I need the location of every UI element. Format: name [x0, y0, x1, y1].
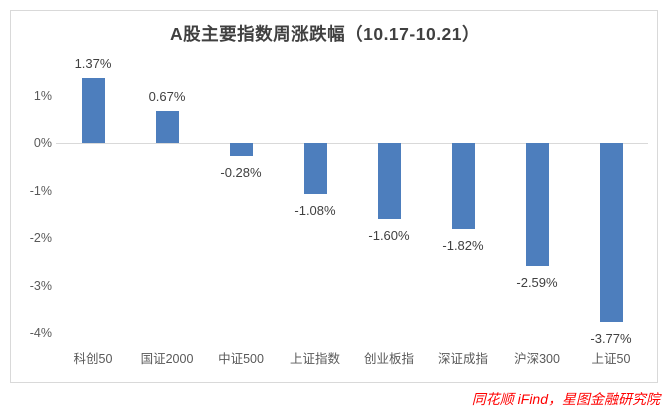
- category-label: 上证50: [591, 352, 631, 366]
- y-tick-label: 1%: [33, 88, 52, 103]
- bar: [229, 143, 253, 157]
- value-label: 1.37%: [74, 55, 112, 71]
- y-tick-label: -1%: [29, 183, 52, 198]
- value-label: -1.60%: [368, 228, 410, 243]
- category-label: 科创50: [73, 352, 113, 366]
- value-label: -3.77%: [590, 331, 632, 347]
- y-tick-label: -2%: [29, 231, 52, 245]
- value-label: -1.82%: [442, 238, 484, 254]
- value-label: -0.28%: [220, 165, 262, 181]
- bar: [303, 143, 327, 195]
- bar: [451, 143, 475, 230]
- y-tick-label: -3%: [29, 278, 52, 293]
- value-label: 0.67%: [148, 89, 186, 105]
- y-tick-label: -4%: [29, 326, 52, 340]
- category-label: 深证成指: [437, 352, 488, 366]
- zero-axis-line: [56, 143, 648, 144]
- value-label: -2.59%: [516, 275, 558, 291]
- bar: [155, 111, 179, 143]
- value-label: -1.08%: [294, 203, 336, 219]
- bar: [377, 143, 401, 219]
- category-label: 国证2000: [140, 352, 194, 366]
- chart-frame: [10, 10, 658, 383]
- category-label: 创业板指: [363, 352, 414, 366]
- category-label: 中证500: [218, 352, 264, 366]
- bar: [599, 143, 623, 323]
- chart-title: A股主要指数周涨跌幅（10.17-10.21）: [169, 24, 481, 44]
- category-label: 沪深300: [514, 352, 560, 366]
- source-attribution: 同花顺 iFind，星图金融研究院: [471, 391, 660, 407]
- bar: [525, 143, 549, 267]
- y-tick-label: 0%: [33, 136, 52, 150]
- bar: [81, 77, 105, 143]
- category-label: 上证指数: [289, 352, 340, 366]
